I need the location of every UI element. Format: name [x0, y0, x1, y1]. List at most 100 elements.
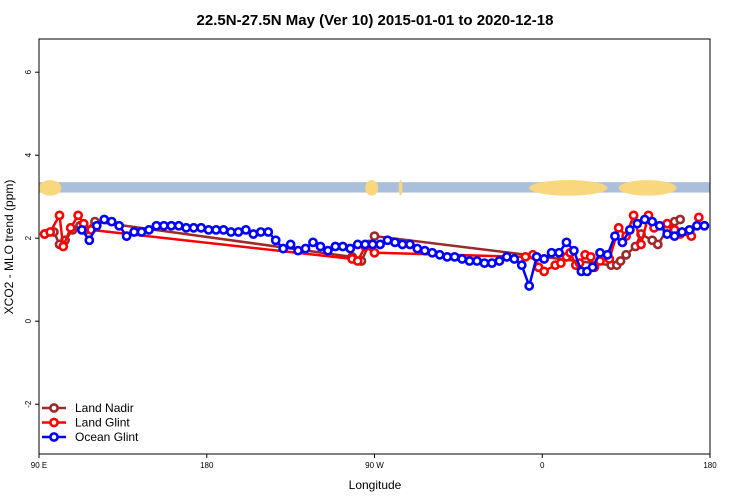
data-point — [693, 212, 704, 223]
data-point — [285, 239, 296, 250]
data-point — [270, 235, 281, 246]
data-point — [442, 251, 453, 262]
data-point — [114, 220, 125, 231]
data-point — [129, 227, 139, 237]
data-point — [369, 247, 380, 258]
data-point — [639, 214, 650, 225]
x-tick-label: 0 — [540, 461, 545, 470]
map-land-0 — [39, 180, 62, 196]
data-point — [561, 237, 572, 248]
data-point — [218, 224, 229, 235]
data-point — [91, 220, 102, 231]
data-point — [509, 254, 520, 264]
x-axis-label: Longitude — [349, 478, 402, 492]
data-point — [390, 237, 400, 248]
data-point — [106, 216, 117, 227]
data-point — [692, 220, 702, 231]
data-point — [632, 218, 643, 229]
data-point — [621, 249, 632, 260]
x-tick-label: 90 E — [31, 461, 47, 470]
y-tick-label: 4 — [24, 152, 33, 157]
data-point — [158, 220, 169, 231]
data-point — [494, 256, 505, 266]
chart-title: 22.5N-27.5N May (Ver 10) 2015-01-01 to 2… — [197, 12, 554, 29]
legend-label: Ocean Glint — [75, 430, 139, 444]
y-tick-label: 6 — [24, 69, 33, 74]
data-point — [539, 266, 550, 277]
data-point — [173, 220, 184, 231]
legend-item: Land Nadir — [42, 401, 134, 415]
data-point — [65, 222, 76, 233]
data-point — [516, 260, 527, 271]
data-point — [121, 231, 132, 242]
data-point — [569, 245, 579, 256]
data-point — [84, 235, 95, 246]
data-point — [479, 258, 490, 268]
data-point — [662, 229, 673, 239]
data-point — [144, 224, 154, 235]
data-point — [427, 247, 438, 258]
legend-label: Land Nadir — [75, 401, 134, 415]
data-point — [531, 251, 542, 262]
data-point — [487, 258, 497, 268]
map-land-4 — [618, 180, 677, 196]
data-point — [464, 256, 475, 266]
data-point — [654, 220, 665, 231]
y-axis-label: XCO2 - MLO trend (ppm) — [2, 180, 16, 315]
data-point — [166, 220, 177, 231]
data-point — [524, 281, 535, 291]
series-ocean-glint — [76, 214, 710, 291]
data-point — [647, 216, 658, 227]
data-point — [699, 220, 710, 231]
data-point — [330, 241, 341, 252]
data-point — [308, 237, 318, 248]
data-point — [360, 239, 371, 250]
y-axis: -2 0 2 4 6 — [24, 69, 39, 408]
data-point — [405, 239, 415, 250]
x-tick-label: 90 W — [365, 461, 384, 470]
data-point — [555, 258, 566, 268]
data-point — [76, 224, 87, 235]
data-point — [99, 214, 110, 225]
data-point — [652, 239, 663, 250]
data-point — [337, 241, 348, 252]
data-point — [662, 218, 673, 229]
data-point — [585, 251, 596, 262]
data-point — [240, 224, 251, 235]
data-point — [151, 220, 162, 231]
map-band — [39, 180, 710, 196]
data-point — [624, 224, 635, 235]
data-point — [203, 224, 214, 235]
data-point — [449, 251, 460, 262]
data-point — [73, 210, 84, 221]
data-point — [263, 227, 274, 237]
data-point — [669, 231, 680, 242]
data-point — [278, 243, 289, 254]
x-tick-label: 180 — [703, 461, 717, 470]
data-point — [617, 237, 628, 248]
legend-item: Land Glint — [42, 416, 130, 430]
data-point — [136, 227, 147, 237]
data-point — [375, 239, 385, 250]
legend-marker — [49, 432, 59, 442]
data-point — [587, 262, 598, 273]
data-point — [595, 247, 605, 258]
data-point — [345, 243, 356, 254]
data-point — [434, 249, 445, 260]
data-point — [233, 227, 244, 237]
data-point — [293, 245, 303, 256]
data-point — [675, 214, 686, 225]
map-land-2 — [398, 180, 403, 196]
data-point — [457, 254, 468, 264]
data-point — [226, 227, 236, 237]
data-point — [255, 227, 266, 237]
legend-marker — [49, 417, 59, 428]
data-point — [54, 210, 65, 221]
map-land-3 — [529, 180, 608, 196]
data-point — [412, 243, 423, 254]
legend-marker — [49, 403, 59, 413]
data-point — [610, 231, 620, 242]
y-tick-label: 2 — [24, 235, 33, 240]
data-point — [196, 222, 207, 233]
